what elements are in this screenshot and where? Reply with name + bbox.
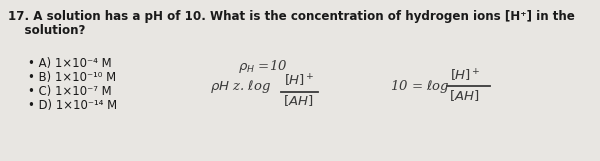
Text: • B) 1×10⁻¹⁰ M: • B) 1×10⁻¹⁰ M — [28, 71, 116, 84]
Text: $[H]^+$: $[H]^+$ — [450, 68, 481, 84]
Text: • D) 1×10⁻¹⁴ M: • D) 1×10⁻¹⁴ M — [28, 99, 117, 112]
Text: • A) 1×10⁻⁴ M: • A) 1×10⁻⁴ M — [28, 57, 112, 70]
Text: $\rho_H$ =10: $\rho_H$ =10 — [238, 58, 287, 75]
Text: 10 = $\ell$og: 10 = $\ell$og — [390, 78, 450, 95]
Text: • C) 1×10⁻⁷ M: • C) 1×10⁻⁷ M — [28, 85, 112, 98]
Text: $[H]^+$: $[H]^+$ — [284, 73, 314, 89]
Text: 17. A solution has a pH of 10. What is the concentration of hydrogen ions [H⁺] i: 17. A solution has a pH of 10. What is t… — [8, 10, 575, 23]
Text: $[AH]$: $[AH]$ — [449, 88, 479, 103]
Text: $\rho H$ z. $\ell$og: $\rho H$ z. $\ell$og — [210, 78, 271, 95]
Text: solution?: solution? — [8, 24, 85, 37]
Text: $[AH]$: $[AH]$ — [283, 93, 313, 108]
